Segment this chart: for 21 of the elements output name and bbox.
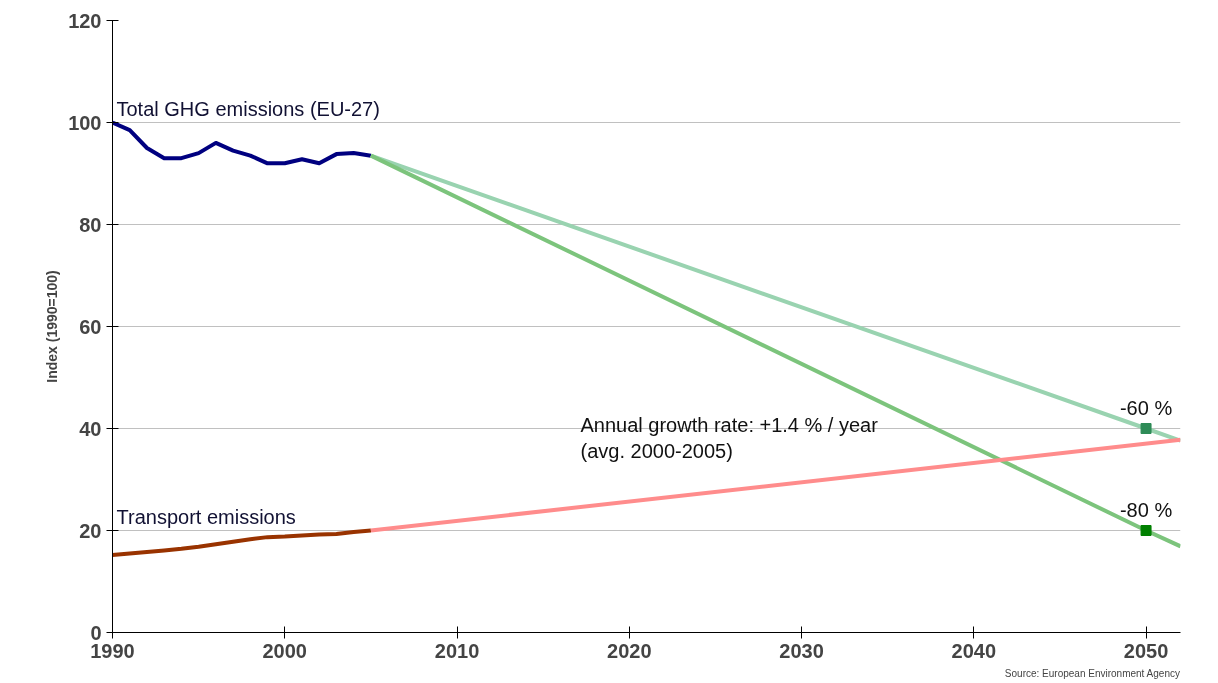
line-series: [112, 120, 373, 166]
x-tick-label: 2040: [951, 639, 997, 662]
y-tick-label: 60: [79, 315, 102, 338]
x-tick-label: 2000: [262, 639, 308, 662]
line-series: [112, 528, 373, 557]
x-tick-label: 2020: [607, 639, 652, 662]
annotation: -60 %: [1119, 396, 1173, 419]
source-note: Source: European Environment Agency: [1004, 667, 1180, 679]
series-label: Transport emissions: [116, 505, 296, 528]
y-axis-title: Index (1990=100): [44, 270, 61, 383]
x-tick-label: 2010: [434, 639, 480, 662]
x-tick-label: 2030: [779, 639, 824, 662]
annotation: Annual growth rate: +1.4 % / year (avg. 2000-2005): [580, 413, 879, 462]
series-label: Total GHG emissions (EU-27): [116, 97, 380, 120]
y-tick-label: 100: [68, 111, 102, 134]
x-tick-label: 2050: [1123, 639, 1169, 662]
y-tick-label: 80: [79, 213, 102, 236]
annotation: -80 %: [1119, 498, 1173, 521]
y-tick-label: 120: [68, 9, 102, 32]
y-tick-label: 20: [79, 519, 102, 542]
y-tick-label: 40: [79, 417, 102, 440]
